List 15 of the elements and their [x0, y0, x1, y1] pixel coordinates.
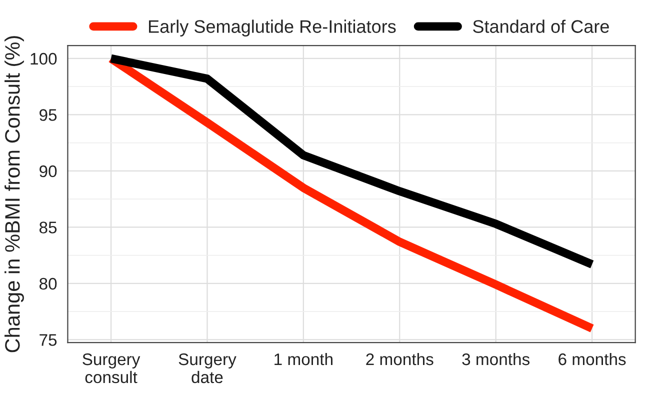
y-tick-label: 100 — [30, 52, 57, 65]
y-tick-label: 85 — [39, 222, 57, 234]
y-tick-label: 95 — [40, 109, 57, 121]
y-tick-label: 90 — [40, 165, 57, 178]
y-tick-label: 75 — [40, 334, 57, 346]
legend-label: Early Semaglutide Re-Initiators — [148, 20, 396, 37]
y-axis-title: Change in %BMI from Consult (%) — [4, 36, 24, 352]
legend-label: Standard of Care — [473, 20, 609, 33]
x-tick-label: Surgery date — [178, 353, 236, 384]
x-tick-label: 2 months — [366, 352, 434, 366]
x-tick-label: Surgery consult — [82, 353, 140, 384]
x-tick-label: 3 months — [462, 352, 530, 366]
x-tick-label: 1 month — [274, 352, 332, 366]
x-tick-label: 6 months — [558, 352, 626, 366]
y-tick-label: 80 — [39, 278, 57, 290]
